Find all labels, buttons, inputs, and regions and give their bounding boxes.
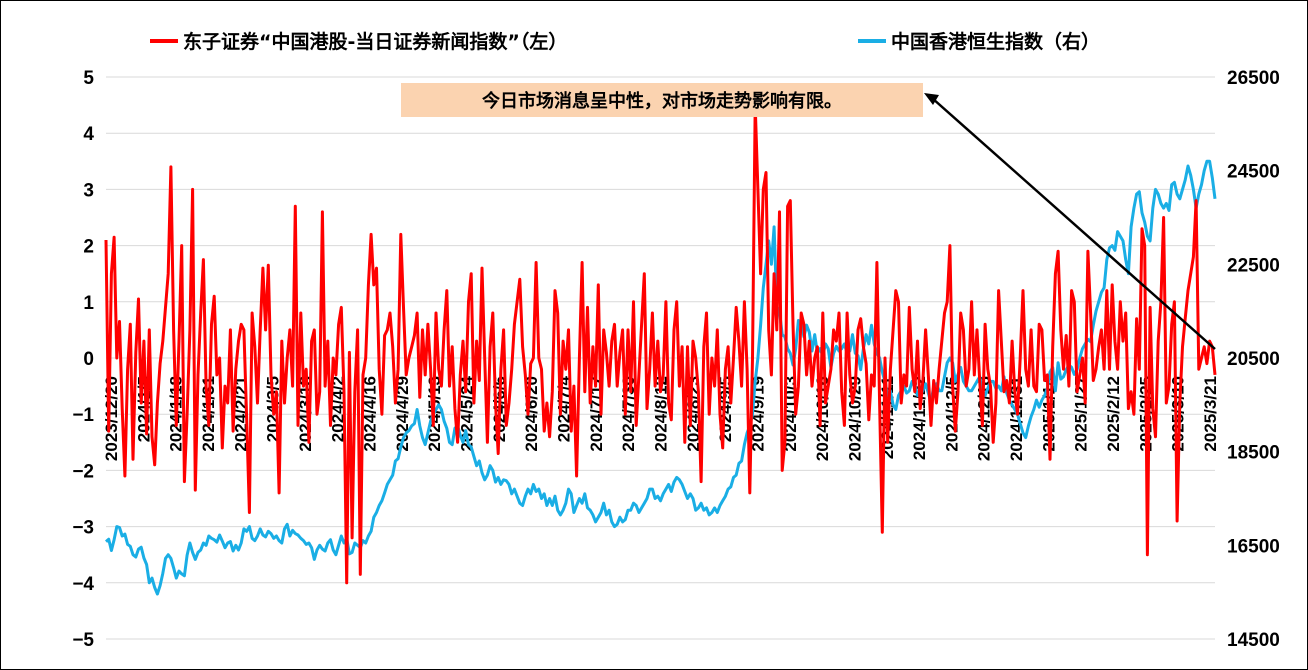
y-left-tick-label: 2 xyxy=(83,237,94,258)
x-tick-label: 2024/8/12 xyxy=(652,376,671,452)
y-axis-right: 26500 24500 22500 20500 18500 16500 14500 xyxy=(1227,68,1280,651)
x-tick-label: 2025/2/12 xyxy=(1104,376,1123,452)
annotation: 今日市场消息呈中性，对市场走势影响有限。 xyxy=(401,83,1216,350)
y-left-tick-label: −5 xyxy=(72,630,94,651)
series-line-hsi xyxy=(105,159,1217,596)
annotation-text: 今日市场消息呈中性，对市场走势影响有限。 xyxy=(482,90,842,112)
y-left-tick-label: 4 xyxy=(83,124,94,145)
x-tick-label: 2024/10/29 xyxy=(845,376,864,461)
y-left-tick-label: −2 xyxy=(72,461,94,482)
annotation-box xyxy=(401,83,923,117)
annotation-arrow-line xyxy=(931,97,1216,350)
y-right-tick-label: 16500 xyxy=(1227,536,1280,557)
y-left-tick-label: −3 xyxy=(72,518,94,539)
y-right-tick-label: 24500 xyxy=(1227,162,1280,183)
x-tick-label: 2024/4/16 xyxy=(361,376,380,452)
y-axis-left: 5 4 3 2 1 0 −1 −2 −3 −4 −5 xyxy=(72,68,94,651)
y-left-tick-label: 0 xyxy=(83,349,94,370)
series-line-news-index xyxy=(104,103,1217,585)
x-tick-label: 2024/11/22 xyxy=(910,376,929,460)
y-left-tick-label: −1 xyxy=(72,405,94,426)
x-tick-label: 2025/3/21 xyxy=(1201,376,1220,452)
y-left-tick-label: −4 xyxy=(72,574,94,595)
y-left-tick-label: 3 xyxy=(83,180,94,201)
legend: 东子证券“中国港股-当日证券新闻指数”（左） 中国香港恒生指数（右） xyxy=(150,30,1100,53)
y-right-tick-label: 20500 xyxy=(1227,349,1280,370)
grid-lines xyxy=(106,76,1215,640)
legend-label-news-index: 东子证券“中国港股-当日证券新闻指数”（左） xyxy=(183,30,567,53)
y-right-tick-label: 14500 xyxy=(1227,630,1280,651)
x-tick-label: 2024/5/24 xyxy=(458,375,477,451)
x-tick-label: 2024/12/31 xyxy=(1007,376,1026,461)
y-left-tick-label: 1 xyxy=(83,293,94,314)
y-right-tick-label: 22500 xyxy=(1227,255,1280,276)
x-tick-label: 2023/12/20 xyxy=(102,376,121,461)
x-tick-label: 2025/1/27 xyxy=(1072,376,1091,452)
y-right-tick-label: 18500 xyxy=(1227,443,1280,464)
legend-label-hsi: 中国香港恒生指数（右） xyxy=(891,30,1100,53)
y-right-tick-label: 26500 xyxy=(1227,68,1280,89)
y-left-tick-label: 5 xyxy=(83,68,94,89)
annotation-arrow-head xyxy=(924,93,939,105)
